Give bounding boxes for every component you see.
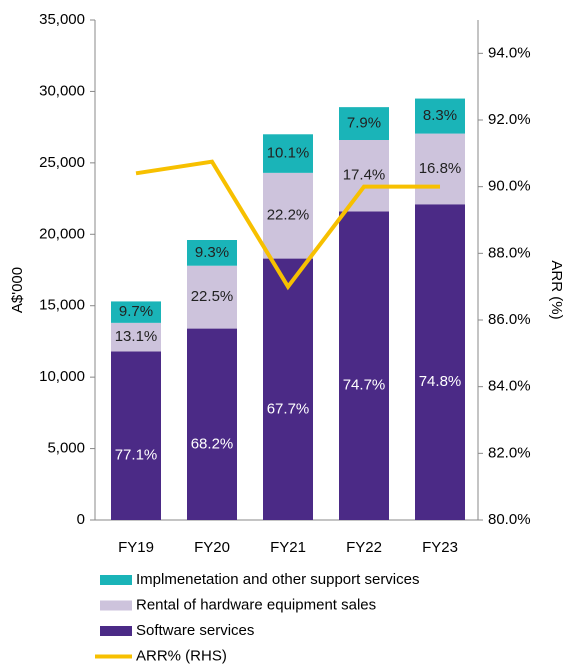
legend-label: Implmenetation and other support service… (136, 571, 419, 588)
legend-label: Rental of hardware equipment sales (136, 596, 376, 613)
segment-label: 67.7% (267, 400, 310, 417)
y-tick-label: 25,000 (39, 154, 85, 171)
segment-label: 9.3% (195, 244, 229, 261)
bar-segment (111, 301, 161, 323)
bar-segment (415, 133, 465, 205)
legend-label: Software services (136, 622, 254, 639)
bar-segment (187, 265, 237, 329)
segment-label: 22.5% (191, 288, 234, 305)
y-tick-label: 10,000 (39, 368, 85, 385)
y-tick-label: 35,000 (39, 11, 85, 28)
legend-swatch (100, 600, 132, 611)
bar-segment (187, 240, 237, 266)
bar-segment (187, 328, 237, 520)
x-tick-label: FY19 (118, 539, 154, 556)
legend-label: ARR% (RHS) (136, 647, 227, 664)
y2-tick-label: 84.0% (488, 378, 531, 395)
segment-label: 74.7% (343, 377, 386, 394)
bar-segment (415, 98, 465, 134)
segment-label: 77.1% (115, 447, 158, 464)
arr-line (135, 159, 440, 291)
bar-segment (111, 351, 161, 520)
y2-axis-title: ARR (%) (548, 260, 565, 319)
segment-label: 8.3% (423, 107, 457, 124)
segment-label: 68.2% (191, 435, 234, 452)
y-tick-label: 5,000 (47, 440, 85, 457)
bar-segment (263, 258, 313, 520)
bar-segment (263, 172, 313, 259)
legend-swatch (100, 575, 132, 585)
y2-tick-label: 90.0% (488, 178, 531, 195)
y2-tick-label: 86.0% (488, 311, 531, 328)
segment-label: 9.7% (119, 303, 153, 320)
segment-label: 74.8% (419, 373, 462, 390)
segment-label: 10.1% (267, 145, 310, 162)
y-tick-label: 0 (77, 511, 85, 528)
segment-label: 22.2% (267, 207, 310, 224)
y-tick-label: 20,000 (39, 225, 85, 242)
x-tick-label: FY23 (422, 539, 458, 556)
segment-label: 16.8% (419, 160, 462, 177)
bar-segment (263, 134, 313, 173)
x-tick-label: FY21 (270, 539, 306, 556)
bar-segment (415, 204, 465, 521)
segment-label: 17.4% (343, 167, 386, 184)
legend-swatch (100, 626, 132, 636)
y2-tick-label: 92.0% (488, 111, 531, 128)
y2-tick-label: 94.0% (488, 44, 531, 61)
bar-segment (339, 211, 389, 520)
bar-segment (339, 107, 389, 140)
bar-segment (339, 140, 389, 212)
segment-label: 13.1% (115, 328, 158, 345)
y-axis-title: A$'000 (9, 267, 26, 313)
x-tick-label: FY22 (346, 539, 382, 556)
segment-label: 7.9% (347, 115, 381, 132)
y-tick-label: 15,000 (39, 297, 85, 314)
y-tick-label: 30,000 (39, 82, 85, 99)
bar-segment (111, 322, 161, 352)
y2-tick-label: 80.0% (488, 511, 531, 528)
x-tick-label: FY20 (194, 539, 230, 556)
y2-tick-label: 82.0% (488, 444, 531, 461)
y2-tick-label: 88.0% (488, 244, 531, 261)
